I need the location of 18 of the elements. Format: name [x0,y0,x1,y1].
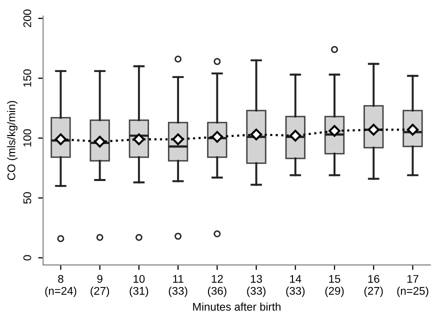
y-axis-title: CO (mls/kg/min) [7,101,18,180]
x-tick-label: 8 (n=24) [45,274,76,298]
x-tick-label: 10 (31) [130,274,148,298]
point [250,128,262,140]
x-tick-label: 13 (33) [247,274,266,298]
x-tick-label: 15 (29) [325,275,344,298]
x-tick-label: 14 (33) [286,275,305,298]
x-tick-label: 9 (27) [90,274,110,298]
x-tick-label: 17 (n=25) [397,275,428,298]
y-tick-label: 100 [23,129,32,147]
y-tick-label: 150 [23,69,32,87]
x-tick-label: 11 (33) [168,275,188,298]
y-tick-label: 200 [23,10,32,28]
x-tick-label: 12 (36) [208,274,226,298]
y-tick-label: 0 [23,255,32,260]
x-axis-title: Minutes after birth [193,302,280,311]
y-tick-label: 50 [23,192,32,204]
x-tick-label: 16 (27) [364,274,383,298]
